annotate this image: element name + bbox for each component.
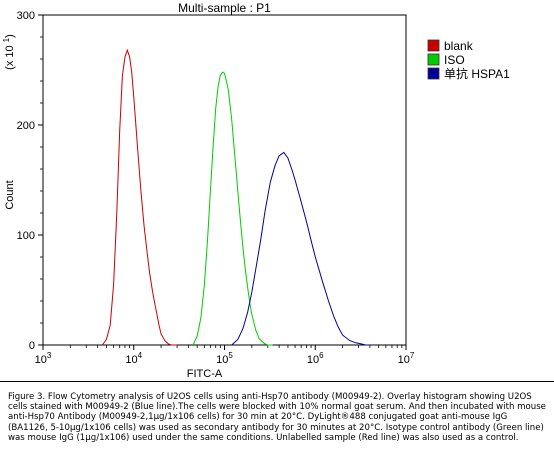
y-multiplier-label: (x 10 1) — [2, 34, 16, 70]
x-tick-label: 105 — [216, 351, 233, 366]
y-tick-label: 0 — [29, 340, 35, 352]
figure-panel: Multi-sample : P1 0 100 200 300 (x 10 1) Count… — [0, 1, 554, 382]
legend-swatch — [427, 39, 440, 52]
chart-title: Multi-sample : P1 — [178, 1, 271, 15]
series-line-3 — [231, 151, 370, 346]
series-line-2 — [192, 71, 273, 346]
x-tick-label: 107 — [398, 351, 415, 366]
series-line-1 — [101, 48, 177, 346]
legend-label: ISO — [444, 53, 465, 67]
plot-frame — [42, 14, 407, 346]
x-axis-label: FITC-A — [187, 368, 223, 380]
x-tick-label: 104 — [125, 351, 142, 366]
legend-swatch — [427, 67, 440, 80]
legend-label: blank — [444, 39, 474, 53]
y-tick-label: 200 — [17, 120, 35, 132]
legend-label: 单抗 HSPA1 — [444, 66, 510, 81]
x-tick-label: 106 — [307, 351, 324, 366]
x-tick-label: 103 — [35, 351, 52, 366]
y-tick-label: 100 — [17, 230, 35, 242]
flow-cytometry-histogram: Multi-sample : P1 0 100 200 300(x 10 1) Count… — [2, 1, 510, 380]
legend-swatch — [427, 53, 440, 66]
y-tick-label: 300 — [17, 10, 35, 22]
figure-caption: Figure 3. Flow Cytometry analysis of U2O… — [8, 392, 546, 443]
y-axis-label: Count — [4, 180, 16, 209]
